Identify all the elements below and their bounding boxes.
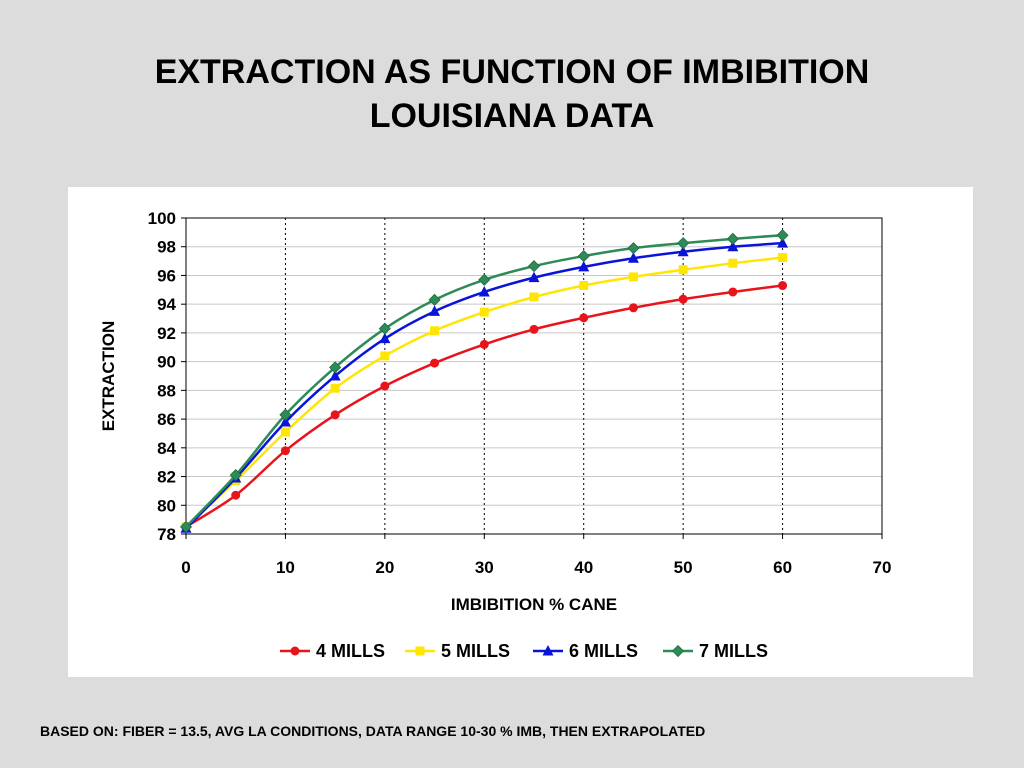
data-point <box>280 446 290 456</box>
x-tick-label: 60 <box>773 558 792 577</box>
data-point <box>529 292 539 302</box>
title-line-1: EXTRACTION AS FUNCTION OF IMBIBITION <box>154 53 870 91</box>
series-3 <box>180 237 789 533</box>
y-tick-label: 84 <box>157 439 176 458</box>
plot-frame <box>185 217 883 535</box>
data-point <box>628 272 638 282</box>
data-point <box>527 260 541 273</box>
data-point <box>380 351 390 361</box>
data-point <box>678 294 688 304</box>
x-tick-label: 0 <box>181 558 190 577</box>
data-point <box>330 383 340 393</box>
y-tick-label: 80 <box>157 496 176 515</box>
y-tick-label: 94 <box>157 295 176 314</box>
data-point <box>577 249 590 263</box>
data-point <box>677 245 689 257</box>
y-tick-label: 100 <box>148 209 176 228</box>
data-point <box>330 410 340 420</box>
data-point <box>430 358 440 368</box>
series-1 <box>181 281 788 532</box>
data-point <box>726 232 739 245</box>
data-point <box>428 293 441 306</box>
x-tick-label: 40 <box>574 558 593 577</box>
axes-layer: 78 80 82 84 86 88 90 92 94 96 98 100 0 10 20 30 40 50 60 70 <box>148 209 892 577</box>
y-tick-label: 92 <box>157 324 176 343</box>
data-point <box>627 252 639 263</box>
series-line <box>185 241 783 530</box>
legend-label: 4 MILLS <box>316 641 385 661</box>
y-tick-label: 88 <box>157 381 176 400</box>
data-point <box>231 490 241 500</box>
data-point <box>778 281 788 291</box>
data-point <box>329 370 341 381</box>
data-point <box>280 427 290 437</box>
data-point <box>727 240 739 252</box>
y-tick-label: 98 <box>157 238 176 257</box>
series-layer <box>179 229 789 533</box>
data-point <box>528 271 540 283</box>
data-point <box>379 332 391 344</box>
footnote: BASED ON: FIBER = 13.5, AVG LA CONDITION… <box>40 723 706 739</box>
data-point <box>579 281 589 291</box>
legend-marker <box>415 646 425 656</box>
data-point <box>777 237 789 248</box>
data-point <box>776 229 789 242</box>
legend-item-4: 7 MILLS <box>663 641 768 661</box>
title-line-2: LOUISIANA DATA <box>369 97 655 135</box>
y-tick-label: 78 <box>157 525 176 544</box>
data-point <box>478 273 491 286</box>
y-tick-label: 86 <box>157 410 176 429</box>
series-line <box>185 284 783 528</box>
legend-marker <box>542 645 554 656</box>
legend-item-1: 4 MILLS <box>280 641 385 661</box>
chart-area: 78 80 82 84 86 88 90 92 94 96 98 100 0 10 20 30 40 50 60 70… <box>68 187 973 677</box>
x-axis-title: IMBIBITION % CANE <box>451 595 617 614</box>
legend-item-3: 6 MILLS <box>533 641 638 661</box>
y-tick-label: 90 <box>157 353 176 372</box>
x-tick-label: 20 <box>375 558 394 577</box>
legend-label: 6 MILLS <box>569 641 638 661</box>
data-point <box>529 324 539 334</box>
series-4 <box>179 229 789 533</box>
data-point <box>728 287 738 297</box>
data-point <box>628 303 638 313</box>
label-layer: IMBIBITION % CANE EXTRACTION <box>99 321 617 614</box>
data-point <box>579 313 589 323</box>
data-point <box>229 469 242 482</box>
legend-label: 7 MILLS <box>699 641 768 661</box>
data-point <box>430 326 440 336</box>
data-point <box>778 253 788 262</box>
y-tick-label: 96 <box>157 266 176 285</box>
x-tick-label: 70 <box>873 558 892 577</box>
data-point <box>627 242 640 255</box>
data-point <box>380 381 390 391</box>
data-point <box>378 322 391 335</box>
chart-svg: 78 80 82 84 86 88 90 92 94 96 98 100 0 10 20 30 40 50 60 70… <box>99 209 892 661</box>
x-tick-label: 50 <box>674 558 693 577</box>
data-point <box>479 307 489 317</box>
data-point <box>678 265 688 275</box>
x-tick-label: 10 <box>276 558 295 577</box>
y-tick-label: 82 <box>157 468 176 487</box>
legend: 4 MILLS 5 MILLS 6 MILLS 7 MILLS <box>280 641 768 661</box>
data-point <box>728 258 738 268</box>
data-point <box>677 237 690 250</box>
data-point <box>578 260 590 272</box>
data-point <box>279 415 291 427</box>
legend-marker <box>290 646 300 656</box>
x-tick-label: 30 <box>475 558 494 577</box>
data-point <box>329 361 342 374</box>
data-point <box>479 339 489 349</box>
data-point <box>478 285 490 297</box>
slide-title: EXTRACTION AS FUNCTION OF IMBIBITION LOU… <box>0 50 1024 138</box>
y-axis-title: EXTRACTION <box>99 321 118 432</box>
legend-marker <box>671 644 685 658</box>
data-point <box>179 520 193 533</box>
legend-item-2: 5 MILLS <box>405 641 510 661</box>
data-point <box>279 408 292 421</box>
data-point <box>429 305 441 316</box>
legend-label: 5 MILLS <box>441 641 510 661</box>
